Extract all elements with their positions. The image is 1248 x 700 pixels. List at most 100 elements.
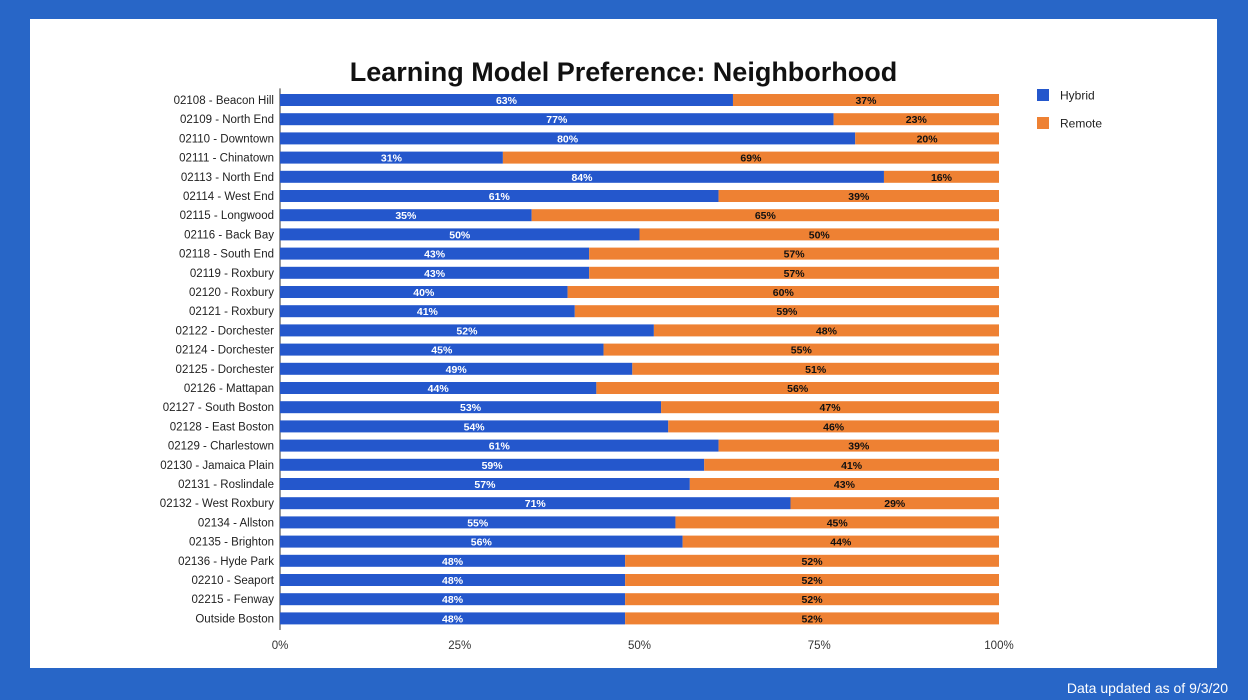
hybrid-data-label: 45% xyxy=(431,345,453,357)
category-label: 02115 - Longwood xyxy=(180,210,274,222)
remote-data-label: 50% xyxy=(809,229,831,241)
category-label: 02119 - Roxbury xyxy=(190,268,274,280)
hybrid-bar xyxy=(280,439,719,452)
remote-data-label: 45% xyxy=(827,517,849,529)
remote-legend-label: Remote xyxy=(1060,117,1102,131)
remote-bar xyxy=(675,516,999,529)
remote-data-label: 47% xyxy=(820,402,842,414)
hybrid-data-label: 57% xyxy=(474,479,496,491)
hybrid-bar xyxy=(280,420,669,433)
hybrid-data-label: 49% xyxy=(446,364,468,376)
hybrid-legend-label: Hybrid xyxy=(1060,89,1095,103)
hybrid-bar xyxy=(280,343,604,356)
hybrid-bar xyxy=(280,478,690,490)
remote-data-label: 37% xyxy=(855,95,877,107)
remote-bar xyxy=(833,113,999,126)
remote-bar xyxy=(589,266,999,279)
remote-data-label: 65% xyxy=(755,210,777,222)
category-label: 02130 - Jamaica Plain xyxy=(160,460,274,472)
x-tick-label: 0% xyxy=(272,640,289,652)
category-label: 02136 - Hyde Park xyxy=(178,556,274,568)
remote-data-label: 60% xyxy=(773,287,795,299)
hybrid-bar xyxy=(280,593,626,606)
remote-bar xyxy=(574,305,999,318)
category-label: 02122 - Dorchester xyxy=(176,325,275,337)
remote-data-label: 52% xyxy=(802,594,824,606)
remote-bar xyxy=(732,94,999,106)
remote-bar xyxy=(790,497,999,510)
remote-bar xyxy=(718,439,999,452)
category-label: 02135 - Brighton xyxy=(189,537,274,549)
hybrid-bar xyxy=(280,401,662,414)
remote-bar xyxy=(632,362,999,375)
remote-data-label: 39% xyxy=(848,191,870,203)
remote-data-label: 43% xyxy=(834,479,856,491)
hybrid-data-label: 55% xyxy=(467,517,489,529)
hybrid-data-label: 48% xyxy=(442,556,464,568)
chart-card: Learning Model Preference: Neighborhood … xyxy=(30,19,1217,668)
hybrid-data-label: 35% xyxy=(395,210,417,222)
category-label: 02131 - Roslindale xyxy=(178,479,274,491)
hybrid-data-label: 52% xyxy=(456,325,478,337)
remote-data-label: 59% xyxy=(776,306,798,318)
hybrid-bar xyxy=(280,209,532,222)
remote-bar xyxy=(653,324,999,337)
hybrid-bar xyxy=(280,362,633,375)
hybrid-bar xyxy=(280,535,683,548)
remote-data-label: 56% xyxy=(787,383,809,395)
remote-bar xyxy=(625,612,999,625)
remote-bar xyxy=(625,554,999,567)
data-updated-note: Data updated as of 9/3/20 xyxy=(1066,680,1228,696)
hybrid-data-label: 43% xyxy=(424,249,446,261)
hybrid-data-label: 84% xyxy=(571,172,593,184)
hybrid-bar xyxy=(280,497,791,510)
remote-bar xyxy=(639,228,999,241)
remote-data-label: 52% xyxy=(802,556,824,568)
hybrid-bar xyxy=(280,286,568,298)
hybrid-bar xyxy=(280,170,884,183)
hybrid-bar xyxy=(280,324,654,337)
remote-data-label: 29% xyxy=(884,498,906,510)
remote-data-label: 46% xyxy=(823,421,845,433)
category-label: Outside Boston xyxy=(195,613,274,625)
hybrid-data-label: 48% xyxy=(442,613,464,625)
category-label: 02134 - Allston xyxy=(198,517,274,529)
remote-data-label: 69% xyxy=(740,153,762,165)
hybrid-data-label: 56% xyxy=(471,537,493,549)
category-label: 02114 - West End xyxy=(183,191,274,203)
remote-bar xyxy=(596,382,999,394)
remote-data-label: 52% xyxy=(802,575,824,587)
hybrid-bar xyxy=(280,132,856,145)
hybrid-bar xyxy=(280,516,676,529)
category-label: 02127 - South Boston xyxy=(163,402,274,414)
hybrid-bar xyxy=(280,458,705,471)
hybrid-bar xyxy=(280,305,575,318)
hybrid-bar xyxy=(280,113,834,126)
hybrid-bar xyxy=(280,574,626,586)
hybrid-data-label: 50% xyxy=(449,229,471,241)
remote-data-label: 51% xyxy=(805,364,827,376)
remote-bar xyxy=(718,190,999,202)
category-label: 02109 - North End xyxy=(180,114,274,126)
hybrid-bar xyxy=(280,151,503,164)
category-label: 02110 - Downtown xyxy=(179,133,274,145)
hybrid-data-label: 44% xyxy=(428,383,450,395)
remote-bar xyxy=(661,401,999,414)
hybrid-legend-swatch xyxy=(1037,89,1049,101)
remote-bar xyxy=(883,170,999,183)
remote-bar xyxy=(589,247,999,260)
x-tick-label: 100% xyxy=(984,640,1013,652)
hybrid-data-label: 40% xyxy=(413,287,435,299)
remote-data-label: 57% xyxy=(784,249,806,261)
hybrid-bar xyxy=(280,554,626,567)
category-label: 02128 - East Boston xyxy=(170,421,274,433)
remote-data-label: 44% xyxy=(830,537,852,549)
category-label: 02124 - Dorchester xyxy=(176,345,275,357)
remote-data-label: 39% xyxy=(848,441,870,453)
hybrid-data-label: 61% xyxy=(489,441,511,453)
remote-bar xyxy=(625,593,999,606)
remote-data-label: 57% xyxy=(784,268,806,280)
hybrid-data-label: 61% xyxy=(489,191,511,203)
hybrid-data-label: 80% xyxy=(557,133,579,145)
remote-data-label: 20% xyxy=(917,133,939,145)
